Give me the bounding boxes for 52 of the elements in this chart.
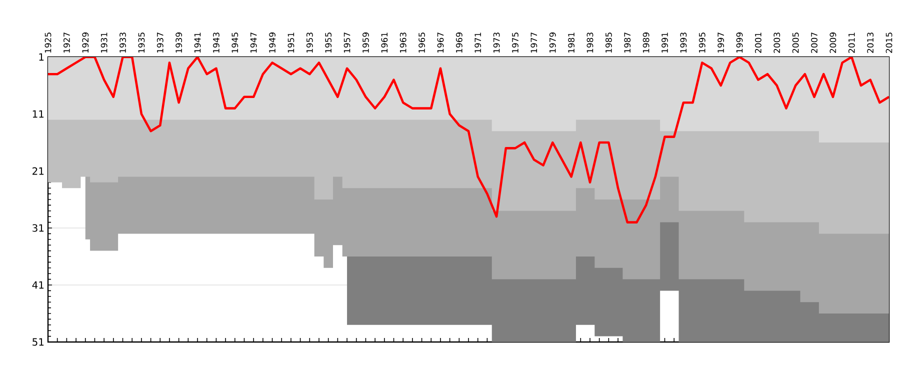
y-tick-label: 51 <box>32 338 44 346</box>
x-tick-label: 1939 <box>176 32 182 53</box>
x-tick-label: 1959 <box>362 32 369 53</box>
x-tick-label: 1953 <box>306 32 313 53</box>
x-tick-label: 1935 <box>138 32 145 53</box>
x-tick-label: 1971 <box>474 32 482 53</box>
x-tick-label: 1983 <box>586 32 594 53</box>
x-tick-label: 1975 <box>512 32 518 53</box>
x-tick-label: 1961 <box>381 32 388 53</box>
x-tick-label: 1997 <box>718 32 724 53</box>
x-tick-label: 1989 <box>642 32 650 53</box>
x-tick-label: 1945 <box>232 32 238 53</box>
x-tick-label: 1955 <box>325 32 332 53</box>
x-tick-label: 1949 <box>269 32 276 53</box>
y-tick-label: 41 <box>32 281 44 289</box>
x-tick-label: 2011 <box>848 32 855 53</box>
x-tick-label: 1937 <box>156 32 164 53</box>
x-tick-label: 2009 <box>830 32 836 53</box>
x-tick-label: 1931 <box>100 32 108 53</box>
x-tick-label: 1973 <box>493 32 500 53</box>
x-tick-label: 1941 <box>194 32 201 53</box>
y-tick-label: 11 <box>32 110 44 118</box>
x-tick-label: 1981 <box>568 32 574 53</box>
x-tick-label: 1943 <box>213 32 220 53</box>
x-tick-label: 2007 <box>811 32 818 53</box>
y-tick-label: 31 <box>32 224 44 232</box>
x-tick-label: 1979 <box>549 32 556 53</box>
x-tick-label: 1929 <box>82 32 89 53</box>
x-tick-label: 1963 <box>400 32 406 53</box>
x-tick-label: 1925 <box>44 32 52 53</box>
x-tick-label: 1969 <box>456 32 462 53</box>
x-tick-label: 1993 <box>680 32 687 53</box>
x-tick-label: 1991 <box>662 32 668 53</box>
x-tick-label: 2015 <box>886 32 892 53</box>
x-tick-label: 1985 <box>605 32 612 53</box>
x-tick-label: 1933 <box>120 32 126 53</box>
x-tick-label: 1995 <box>698 32 706 53</box>
y-tick-label: 1 <box>39 53 44 61</box>
x-tick-label: 1967 <box>437 32 444 53</box>
x-tick-label: 1987 <box>624 32 631 53</box>
x-tick-label: 1977 <box>530 32 538 53</box>
x-tick-label: 2001 <box>754 32 762 53</box>
x-tick-label: 1999 <box>736 32 743 53</box>
y-tick-label: 21 <box>32 167 44 175</box>
x-tick-label: 1965 <box>418 32 425 53</box>
x-tick-label: 2005 <box>792 32 799 53</box>
x-tick-label: 2003 <box>774 32 780 53</box>
x-tick-label: 1927 <box>63 32 70 53</box>
x-tick-label: 2013 <box>867 32 874 53</box>
x-tick-label: 1957 <box>344 32 350 53</box>
x-tick-label: 1947 <box>250 32 257 53</box>
x-tick-label: 1951 <box>288 32 294 53</box>
